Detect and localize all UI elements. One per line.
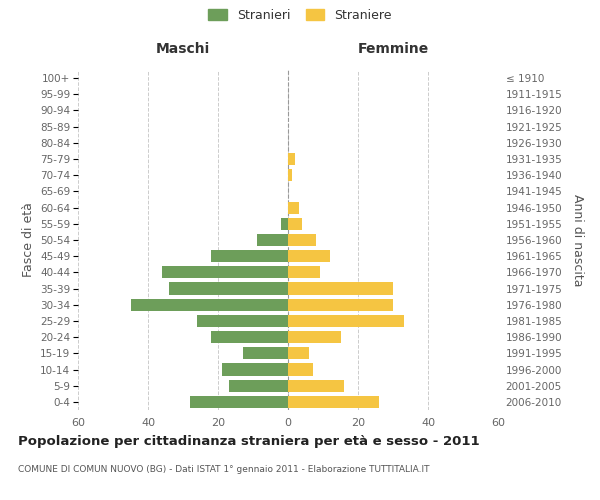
Bar	[221, 364, 288, 376]
Bar	[288, 282, 393, 294]
Y-axis label: Fasce di età: Fasce di età	[22, 202, 35, 278]
Bar	[288, 315, 404, 327]
Text: Femmine: Femmine	[358, 42, 428, 56]
Bar	[211, 331, 288, 343]
Bar	[288, 218, 302, 230]
Bar	[197, 315, 288, 327]
Bar	[288, 169, 292, 181]
Bar	[288, 202, 299, 213]
Bar	[288, 331, 341, 343]
Bar	[288, 396, 379, 408]
Bar	[169, 282, 288, 294]
Bar	[211, 250, 288, 262]
Bar	[162, 266, 288, 278]
Bar	[288, 266, 320, 278]
Legend: Stranieri, Straniere: Stranieri, Straniere	[208, 8, 392, 22]
Bar	[288, 348, 309, 360]
Bar	[257, 234, 288, 246]
Bar	[288, 250, 330, 262]
Bar	[288, 298, 393, 311]
Text: Popolazione per cittadinanza straniera per età e sesso - 2011: Popolazione per cittadinanza straniera p…	[18, 435, 479, 448]
Bar	[288, 380, 344, 392]
Y-axis label: Anni di nascita: Anni di nascita	[571, 194, 584, 286]
Bar	[281, 218, 288, 230]
Bar	[288, 234, 316, 246]
Bar	[288, 364, 313, 376]
Text: Maschi: Maschi	[156, 42, 210, 56]
Bar	[242, 348, 288, 360]
Bar	[288, 153, 295, 165]
Text: COMUNE DI COMUN NUOVO (BG) - Dati ISTAT 1° gennaio 2011 - Elaborazione TUTTITALI: COMUNE DI COMUN NUOVO (BG) - Dati ISTAT …	[18, 465, 430, 474]
Bar	[190, 396, 288, 408]
Bar	[229, 380, 288, 392]
Bar	[130, 298, 288, 311]
